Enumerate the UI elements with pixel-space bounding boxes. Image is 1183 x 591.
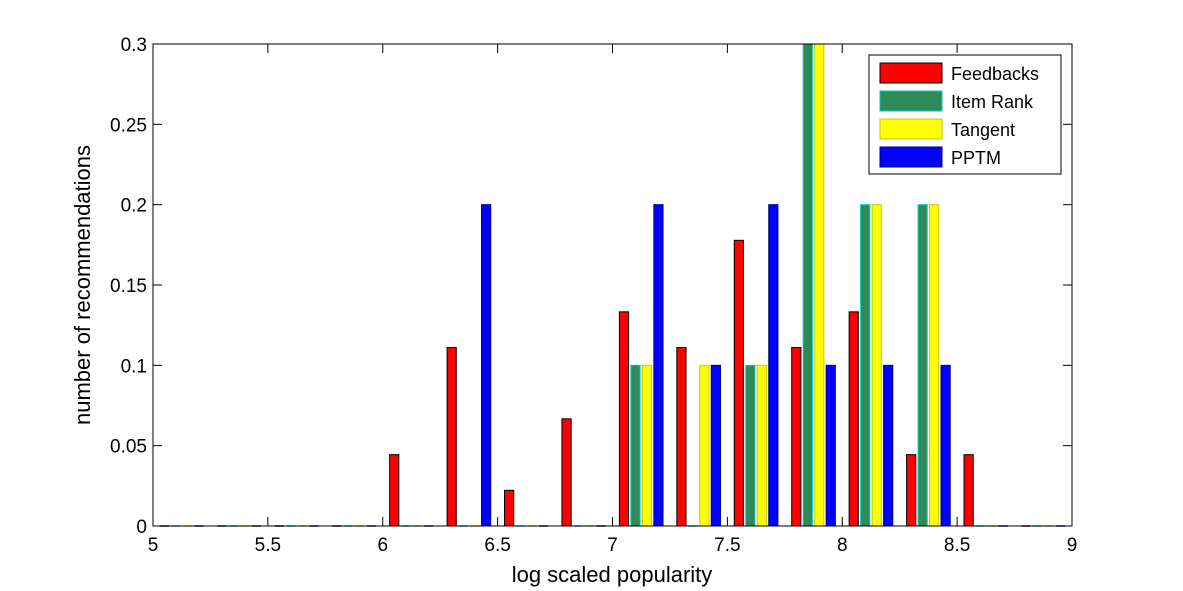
bar-tangent-11 xyxy=(814,43,825,527)
x-tick-label: 7.5 xyxy=(714,535,740,556)
axes-group: 5 5.5 6 6.5 7 7.5 8 8.5 9 0 0.05 0.1 0.15 0.2 0.25 0.3 xyxy=(110,35,1077,556)
x-axis-label: log scaled popularity xyxy=(512,562,713,587)
bar-item-rank-10 xyxy=(745,364,756,527)
bar-item-rank-13 xyxy=(917,204,928,527)
legend-label: Item Rank xyxy=(951,92,1034,112)
bar-pptm-9 xyxy=(710,364,721,527)
legend-swatch xyxy=(879,62,943,84)
y-tick-label: 0.25 xyxy=(110,115,147,136)
bar-tangent-9 xyxy=(699,364,710,527)
bar-feedbacks-5 xyxy=(446,347,457,527)
legend-label: Feedbacks xyxy=(951,64,1039,84)
x-tick-label: 5.5 xyxy=(255,535,281,556)
bar-feedbacks-7 xyxy=(561,418,572,527)
legend: Feedbacks Item Rank Tangent PPTM xyxy=(868,54,1062,175)
bar-feedbacks-9 xyxy=(676,347,687,527)
bar-feedbacks-8 xyxy=(618,311,630,527)
bar-pptm-10 xyxy=(768,204,779,527)
x-tick-label: 9 xyxy=(1067,535,1078,556)
legend-swatch xyxy=(879,90,943,112)
bar-tangent-13 xyxy=(929,204,940,527)
x-tick-label: 6.5 xyxy=(484,535,510,556)
x-tick-label: 8.5 xyxy=(944,535,970,556)
bars-group xyxy=(159,43,1066,527)
bar-feedbacks-11 xyxy=(791,347,802,527)
legend-swatch xyxy=(879,146,943,168)
bar-pptm-11 xyxy=(825,364,836,527)
bar-pptm-12 xyxy=(883,364,894,527)
bar-tangent-8 xyxy=(641,364,653,527)
y-axis-label: number of recommendations xyxy=(70,145,95,425)
x-tick-label: 5 xyxy=(148,535,159,556)
y-tick-label: 0.3 xyxy=(121,35,147,56)
bar-tangent-10 xyxy=(756,364,767,527)
bar-pptm-5 xyxy=(481,204,492,527)
x-tick-label: 7 xyxy=(607,535,618,556)
legend-swatch xyxy=(879,118,943,140)
y-tick-label: 0.2 xyxy=(121,196,147,217)
bar-item-rank-12 xyxy=(860,204,871,527)
bar-tangent-12 xyxy=(871,204,882,527)
bar-feedbacks-13 xyxy=(906,454,917,527)
bar-feedbacks-14 xyxy=(963,454,974,527)
y-tick-label: 0.05 xyxy=(110,437,147,458)
bar-item-rank-11 xyxy=(802,43,813,527)
bar-pptm-13 xyxy=(940,364,951,527)
legend-label: Tangent xyxy=(951,120,1015,140)
bar-pptm-8 xyxy=(653,204,664,527)
y-tick-label: 0 xyxy=(136,517,147,538)
bar-feedbacks-10 xyxy=(733,239,744,527)
bar-feedbacks-6 xyxy=(504,489,515,527)
bar-item-rank-8 xyxy=(630,364,641,527)
x-tick-label: 8 xyxy=(837,535,848,556)
x-tick-label: 6 xyxy=(377,535,388,556)
bar-feedbacks-4 xyxy=(389,454,400,527)
y-tick-label: 0.15 xyxy=(110,276,147,297)
legend-label: PPTM xyxy=(951,148,1001,168)
y-tick-label: 0.1 xyxy=(121,356,147,377)
bar-feedbacks-12 xyxy=(848,311,859,527)
